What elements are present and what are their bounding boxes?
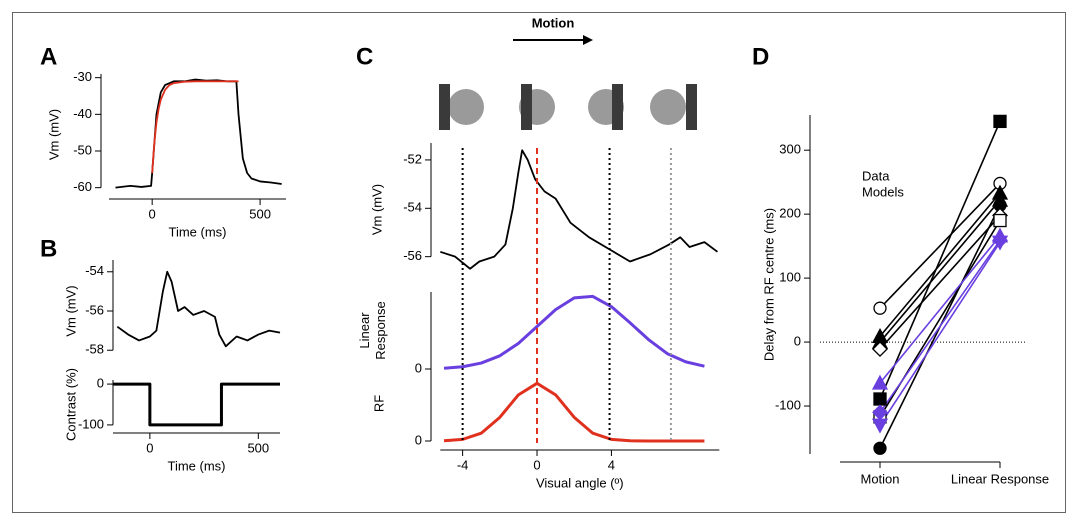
x-axis-label: Time (ms): [167, 458, 225, 473]
y-tick-label: 300: [779, 142, 801, 157]
panel-letter: D: [752, 43, 769, 70]
pair-line: [879, 235, 1001, 384]
y-axis-label: Vm (mV): [369, 184, 384, 235]
marker: [991, 235, 1009, 251]
motion-arrowhead: [583, 35, 593, 45]
y-axis-label: RF: [371, 395, 386, 412]
y-tick-label: 100: [779, 270, 801, 285]
y-tick-label: -58: [85, 342, 104, 357]
x-tick-label: -4: [457, 457, 469, 472]
y-axis-label: Vm (mV): [46, 109, 61, 160]
y-tick-label: -30: [73, 69, 92, 84]
legend-entry: Data: [862, 168, 890, 183]
trace: [440, 149, 718, 270]
trace: [443, 381, 705, 443]
x-tick-label: 0: [149, 206, 156, 221]
y-tick-label: -100: [775, 397, 801, 412]
marker: [991, 191, 1009, 207]
panel-letter: B: [40, 235, 57, 262]
pair-line: [879, 182, 1001, 309]
marker: [873, 392, 887, 406]
y-axis-label: Contrast (%): [63, 368, 78, 441]
pair-line: [879, 214, 1001, 350]
y-tick-label: -56: [403, 248, 422, 263]
x-tick-label: 0: [533, 457, 540, 472]
y-axis-label: LinearResponse: [357, 301, 388, 360]
y-tick-label: -56: [85, 302, 104, 317]
pair-line: [879, 199, 1001, 343]
x-tick-label: 4: [608, 457, 615, 472]
x-tick-label: 500: [249, 206, 271, 221]
stimulus-bar: [612, 84, 623, 130]
marker: [871, 374, 889, 390]
y-tick-label: 0: [794, 334, 801, 349]
y-tick-label: -50: [73, 142, 92, 157]
y-tick-label: -54: [403, 200, 422, 215]
motion-label: Motion: [532, 15, 575, 30]
y-tick-label: -52: [403, 151, 422, 166]
trace: [443, 294, 705, 370]
x-tick-label: 500: [247, 440, 269, 455]
y-axis-label: Delay from RF centre (ms): [761, 208, 776, 361]
y-tick-label: -40: [73, 106, 92, 121]
frame: [12, 12, 1066, 513]
y-tick-label: 0: [97, 376, 104, 391]
x-tick-label: Motion: [860, 471, 899, 486]
marker: [873, 441, 887, 455]
pair-line: [879, 121, 1001, 400]
stimulus-icons: [439, 35, 697, 130]
stimulus-disc: [650, 89, 686, 125]
x-axis-label: Visual angle (º): [536, 475, 624, 490]
y-tick-label: 0: [415, 360, 422, 375]
marker: [872, 341, 888, 358]
x-tick-label: Linear Response: [951, 471, 1049, 486]
trace: [151, 80, 239, 174]
marker: [993, 114, 1007, 129]
legend-entry: Models: [862, 184, 904, 199]
y-tick-label: 200: [779, 206, 801, 221]
stimulus-bar: [686, 84, 697, 130]
trace: [113, 382, 280, 427]
pair-line: [879, 241, 1001, 426]
stimulus-bar: [521, 84, 532, 130]
panel-letter: A: [40, 43, 57, 70]
marker: [871, 418, 889, 434]
x-axis-label: Time (ms): [168, 224, 226, 239]
pair-line: [879, 239, 1001, 413]
panel-letter: C: [356, 43, 373, 70]
x-tick-label: 0: [146, 440, 153, 455]
y-tick-label: -54: [85, 263, 104, 278]
stimulus-disc: [448, 89, 484, 125]
marker: [993, 213, 1007, 228]
stimulus-bar: [439, 84, 450, 130]
trace: [116, 270, 281, 348]
y-tick-label: -100: [78, 416, 104, 431]
marker: [873, 301, 887, 315]
trace: [115, 78, 282, 189]
y-tick-label: 0: [415, 432, 422, 447]
pair-line: [879, 192, 1001, 337]
y-axis-label: Vm (mV): [63, 285, 78, 336]
y-tick-label: -60: [73, 179, 92, 194]
